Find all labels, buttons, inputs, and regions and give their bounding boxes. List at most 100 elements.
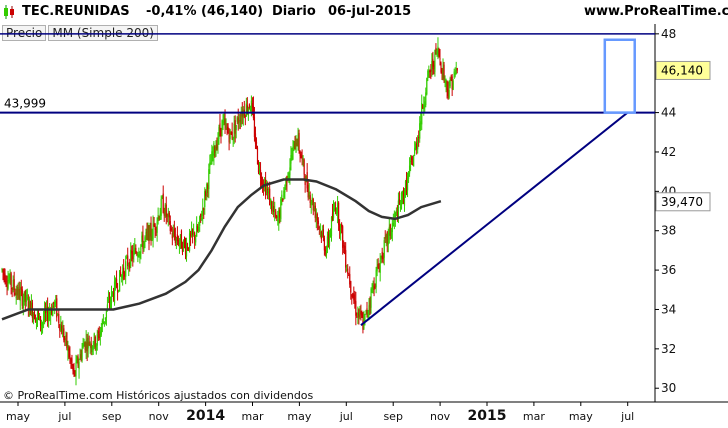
- candle-body: [295, 144, 297, 153]
- candle-body: [345, 250, 347, 268]
- candle-body: [129, 261, 131, 269]
- x-tick-label: sep: [102, 410, 121, 423]
- candle-body: [405, 178, 408, 193]
- candle-body: [98, 333, 100, 338]
- candle-body: [23, 291, 25, 303]
- candle-body: [122, 271, 124, 279]
- candle-body: [390, 230, 392, 239]
- candle-body: [416, 143, 418, 149]
- candle-body: [245, 103, 247, 117]
- candle-body: [130, 249, 132, 266]
- candle-body: [270, 198, 272, 203]
- candle-body: [211, 151, 213, 165]
- y-tick-label: 36: [661, 263, 676, 277]
- candle-body: [377, 263, 379, 269]
- candle-body: [378, 271, 380, 273]
- candle-body: [128, 265, 130, 267]
- candle-body: [391, 223, 393, 233]
- candle-body: [375, 270, 377, 288]
- candle-body: [397, 200, 400, 219]
- candle-body: [69, 354, 71, 357]
- candle-body: [58, 314, 60, 324]
- candle-body: [110, 291, 113, 303]
- candle-body: [353, 294, 355, 301]
- candle-body: [298, 132, 300, 151]
- candle-body: [302, 158, 304, 160]
- candle-body: [387, 232, 389, 245]
- candle-body: [250, 100, 253, 112]
- candle-body: [437, 46, 439, 56]
- x-tick-label: jul: [57, 410, 71, 423]
- candle-body: [236, 117, 238, 122]
- candle-body: [85, 339, 87, 351]
- candle-body: [318, 227, 320, 229]
- candle-body: [421, 103, 423, 125]
- candle-body: [401, 192, 404, 196]
- candle-body: [171, 233, 173, 239]
- candle-body: [165, 204, 167, 217]
- y-tick-label: 42: [661, 145, 676, 159]
- candle-body: [322, 229, 324, 238]
- chart-period: Diario: [272, 4, 316, 19]
- candle-body: [227, 126, 229, 134]
- candle-body: [107, 299, 110, 301]
- candle-body: [57, 313, 59, 315]
- candle-body: [221, 120, 223, 137]
- candle-body: [364, 314, 366, 321]
- candle-body: [88, 341, 90, 346]
- candle-body: [394, 212, 396, 218]
- candle-body: [385, 234, 387, 238]
- candle-body: [399, 206, 402, 209]
- candle-body: [48, 314, 50, 321]
- candle-body: [311, 197, 313, 204]
- candle-body: [8, 279, 10, 281]
- candle-body: [161, 197, 163, 199]
- candle-body: [194, 232, 196, 241]
- candle-body: [38, 313, 41, 320]
- candle-body: [151, 236, 153, 240]
- price-change: -0,41% (46,140): [146, 4, 264, 19]
- candle-body: [368, 305, 370, 311]
- candle-body: [123, 267, 125, 274]
- candle-body: [403, 195, 406, 206]
- candle-body: [312, 198, 314, 211]
- legend-price[interactable]: Precio: [2, 25, 47, 41]
- candle-body: [172, 231, 174, 237]
- ma-value-label: 39,470: [661, 195, 703, 209]
- candle-body: [455, 70, 457, 75]
- candle-body: [291, 155, 293, 159]
- candle-body: [206, 183, 208, 194]
- candle-body: [77, 356, 79, 366]
- candle-body: [444, 80, 446, 83]
- moving-average-line: [1, 178, 442, 321]
- candle-body: [277, 219, 279, 222]
- candle-body: [234, 120, 236, 134]
- candle-body: [179, 234, 182, 241]
- candle-body: [362, 320, 364, 330]
- legend-moving-average[interactable]: MM (Simple 200): [48, 25, 158, 41]
- candle-body: [320, 231, 322, 239]
- candle-body: [263, 181, 266, 185]
- candle-body: [379, 260, 381, 273]
- candle-body: [367, 311, 369, 313]
- candle-body: [63, 328, 65, 341]
- candle-body: [292, 146, 294, 160]
- candle-body: [365, 310, 367, 312]
- site-url[interactable]: www.ProRealTime.com: [584, 4, 728, 19]
- candle-body: [186, 246, 189, 249]
- x-tick-label: 2015: [468, 408, 507, 424]
- candle-body: [96, 334, 98, 346]
- candle-body: [200, 213, 202, 217]
- candle-body: [51, 310, 53, 314]
- candle-body: [256, 147, 259, 165]
- candle-body: [35, 317, 38, 322]
- candle-body: [32, 313, 35, 322]
- candle-body: [116, 290, 119, 293]
- y-tick-label: 44: [661, 106, 676, 120]
- candle-body: [185, 244, 188, 257]
- candle-body: [231, 131, 233, 139]
- candle-body: [153, 223, 155, 227]
- candle-body: [354, 300, 356, 304]
- candle-body: [10, 273, 12, 287]
- candle-body: [114, 279, 117, 284]
